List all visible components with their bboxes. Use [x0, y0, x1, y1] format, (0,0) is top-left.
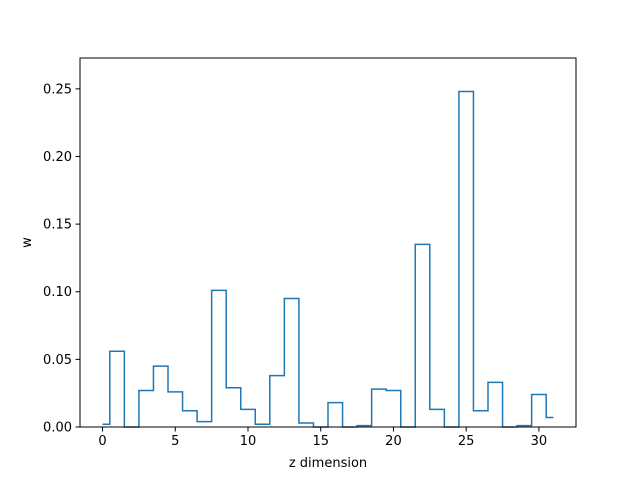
y-tick-label: 0.10	[43, 285, 72, 300]
y-tick-label: 0.05	[43, 353, 72, 368]
series-line	[102, 90, 554, 428]
y-tick-label: 0.15	[43, 218, 72, 233]
axes-frame	[79, 57, 577, 428]
x-tick-label: 25	[458, 434, 475, 449]
plot-area	[102, 90, 554, 428]
x-axis-label: z dimension	[289, 456, 367, 471]
x-tick-label: 10	[240, 434, 257, 449]
x-tick-label: 15	[312, 434, 329, 449]
y-tick-label: 0.25	[43, 82, 72, 97]
x-tick-label: 30	[531, 434, 548, 449]
y-tick-label: 0.20	[43, 150, 72, 165]
y-axis-label: w	[20, 237, 35, 248]
y-axis-ticks: 0.00 0.05 0.10 0.15 0.20 0.25	[43, 82, 80, 436]
y-tick-label: 0.00	[43, 421, 72, 436]
x-tick-label: 20	[385, 434, 402, 449]
x-axis-ticks: 0 5 10 15 20 25 30	[98, 427, 547, 449]
x-tick-label: 5	[171, 434, 179, 449]
x-tick-label: 0	[98, 434, 106, 449]
